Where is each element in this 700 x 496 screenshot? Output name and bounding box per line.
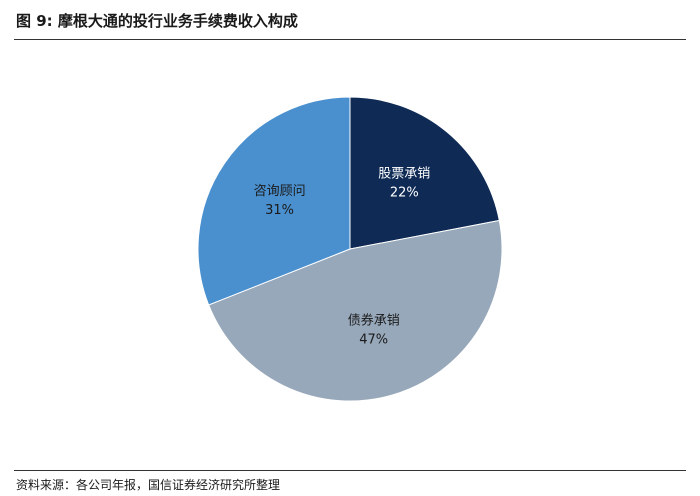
pie-labels: 股票承销 22% 债券承销 47% 咨询顾问 31% bbox=[254, 166, 431, 347]
pie-slice-2 bbox=[208, 219, 503, 402]
slice-value-2: 47% bbox=[359, 333, 388, 348]
top-rule bbox=[14, 39, 686, 40]
figure-title-text: 摩根大通的投行业务手续费收入构成 bbox=[57, 12, 298, 30]
figure-number: 图 9: bbox=[16, 12, 53, 30]
slice-label-1: 股票承销 bbox=[378, 166, 430, 181]
bottom-rule bbox=[14, 470, 686, 471]
slice-value-3: 31% bbox=[265, 203, 294, 218]
slice-value-1: 22% bbox=[390, 185, 419, 200]
pie-slice-3 bbox=[197, 96, 351, 306]
figure-title: 图 9: 摩根大通的投行业务手续费收入构成 bbox=[16, 10, 298, 31]
pie-slices bbox=[197, 96, 503, 402]
slice-label-2: 债券承销 bbox=[348, 313, 400, 329]
source-note: 资料来源：各公司年报，国信证券经济研究所整理 bbox=[16, 478, 281, 492]
pie-slice-1 bbox=[349, 96, 500, 250]
slice-label-3: 咨询顾问 bbox=[254, 184, 306, 199]
